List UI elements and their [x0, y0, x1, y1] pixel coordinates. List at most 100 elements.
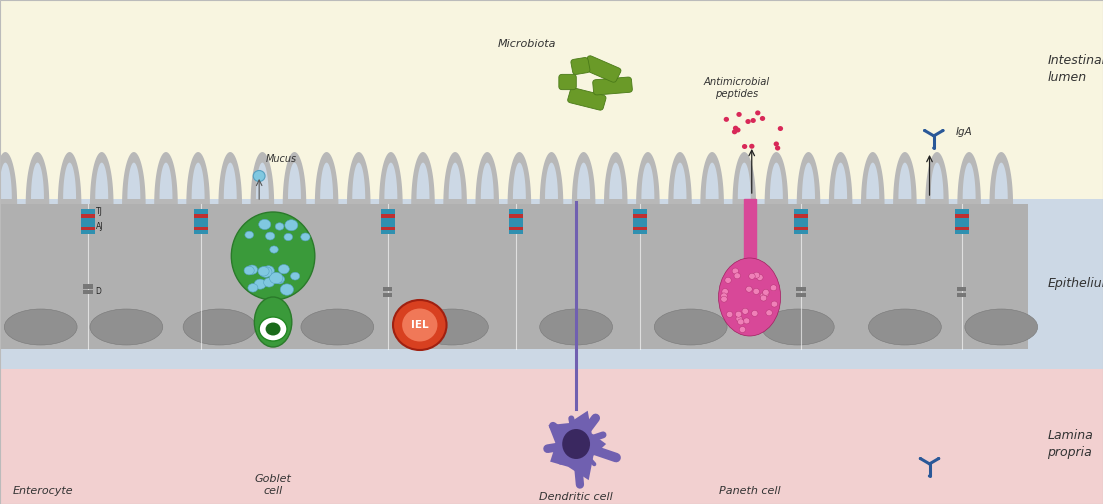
Ellipse shape [269, 272, 282, 284]
Ellipse shape [275, 276, 285, 284]
Ellipse shape [90, 309, 163, 345]
Polygon shape [539, 152, 564, 204]
Polygon shape [925, 152, 949, 204]
Ellipse shape [753, 288, 760, 294]
Ellipse shape [757, 275, 763, 280]
Text: Enterocyte: Enterocyte [12, 486, 73, 496]
Polygon shape [218, 152, 242, 204]
Polygon shape [475, 152, 499, 204]
Ellipse shape [718, 258, 781, 336]
Polygon shape [861, 152, 885, 204]
Bar [510, 214, 523, 218]
Bar [83, 284, 93, 288]
Ellipse shape [773, 142, 779, 147]
Polygon shape [250, 152, 275, 204]
Ellipse shape [263, 266, 275, 276]
Polygon shape [443, 152, 467, 204]
Bar [796, 287, 806, 291]
Polygon shape [282, 152, 307, 204]
Bar [383, 287, 393, 291]
Ellipse shape [751, 310, 758, 317]
Ellipse shape [936, 457, 940, 460]
Text: D: D [95, 287, 101, 296]
Polygon shape [154, 152, 178, 204]
Ellipse shape [721, 289, 728, 294]
Ellipse shape [270, 246, 278, 253]
Polygon shape [642, 163, 654, 199]
Polygon shape [122, 152, 146, 204]
Bar [633, 218, 647, 222]
Text: IEL: IEL [411, 320, 429, 330]
Text: Intestinal
lumen: Intestinal lumen [1048, 54, 1103, 84]
Ellipse shape [932, 147, 935, 150]
Text: Microbiota: Microbiota [497, 39, 556, 49]
Ellipse shape [416, 309, 489, 345]
Polygon shape [899, 163, 911, 199]
Ellipse shape [259, 219, 271, 230]
Polygon shape [0, 163, 12, 199]
Bar [81, 218, 95, 222]
Ellipse shape [770, 285, 777, 291]
Bar [510, 222, 523, 227]
Ellipse shape [756, 110, 760, 115]
Ellipse shape [258, 267, 269, 276]
Ellipse shape [746, 286, 752, 292]
Ellipse shape [301, 309, 374, 345]
Ellipse shape [278, 265, 289, 274]
Ellipse shape [232, 212, 314, 300]
Polygon shape [256, 163, 269, 199]
Polygon shape [513, 163, 526, 199]
Bar [194, 227, 208, 230]
Polygon shape [320, 163, 333, 199]
Ellipse shape [732, 125, 738, 131]
Bar [381, 209, 395, 214]
Polygon shape [379, 152, 403, 204]
Polygon shape [224, 163, 237, 199]
Polygon shape [770, 163, 783, 199]
Ellipse shape [393, 300, 447, 350]
Ellipse shape [742, 308, 749, 314]
Bar [383, 293, 393, 297]
Bar [633, 230, 647, 234]
Polygon shape [481, 163, 494, 199]
Ellipse shape [743, 318, 750, 324]
Polygon shape [963, 163, 976, 199]
Ellipse shape [248, 284, 258, 292]
Ellipse shape [301, 233, 310, 241]
Bar [794, 230, 808, 234]
Ellipse shape [762, 289, 769, 295]
Bar [81, 222, 95, 227]
Text: Paneth cell: Paneth cell [719, 486, 781, 496]
Ellipse shape [4, 309, 77, 345]
Polygon shape [507, 152, 532, 204]
Ellipse shape [775, 146, 780, 151]
Ellipse shape [739, 327, 746, 333]
Polygon shape [732, 152, 756, 204]
Ellipse shape [259, 317, 287, 341]
Ellipse shape [720, 293, 727, 299]
Ellipse shape [255, 297, 292, 347]
Polygon shape [577, 163, 590, 199]
Polygon shape [571, 152, 596, 204]
Ellipse shape [738, 319, 743, 325]
Text: Antimicrobial
peptides: Antimicrobial peptides [704, 78, 770, 99]
Bar [381, 230, 395, 234]
Polygon shape [743, 199, 756, 263]
Text: AJ: AJ [96, 222, 104, 231]
Polygon shape [160, 163, 172, 199]
Bar [633, 214, 647, 218]
Polygon shape [545, 163, 558, 199]
Polygon shape [95, 163, 108, 199]
Text: Epithelium: Epithelium [1048, 278, 1103, 290]
Polygon shape [706, 163, 719, 199]
Ellipse shape [276, 223, 283, 230]
Ellipse shape [721, 296, 727, 302]
Bar [510, 227, 523, 230]
Ellipse shape [919, 457, 922, 460]
Polygon shape [834, 163, 847, 199]
Polygon shape [828, 152, 853, 204]
Ellipse shape [760, 293, 767, 299]
Bar [794, 214, 808, 218]
Ellipse shape [403, 308, 438, 342]
Ellipse shape [737, 112, 741, 117]
